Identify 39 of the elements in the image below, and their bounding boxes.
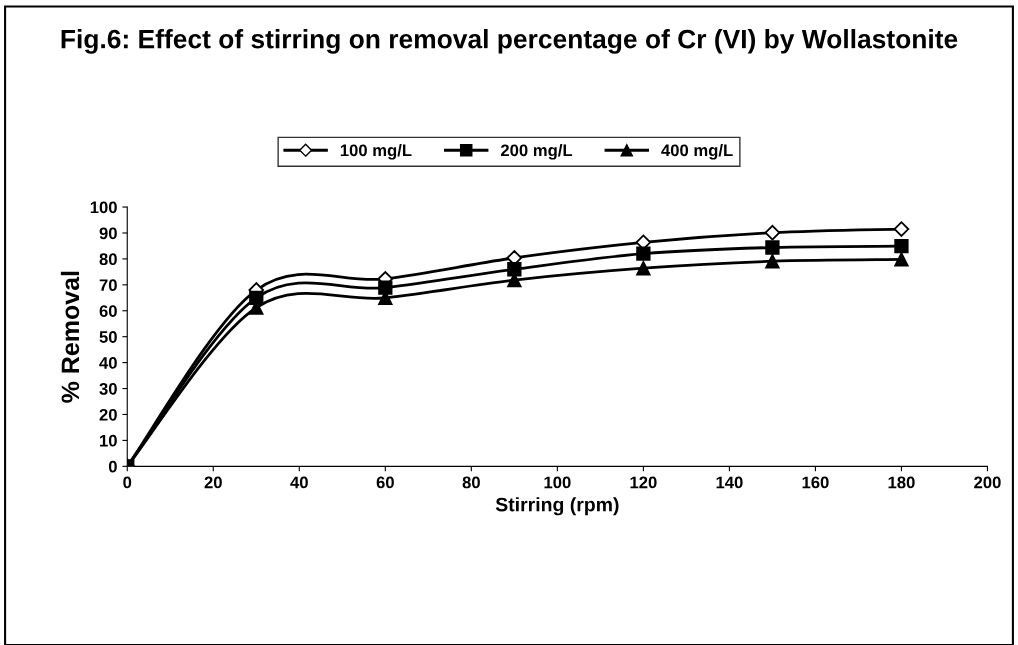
- point: [249, 290, 264, 305]
- point: [764, 224, 781, 241]
- point: [893, 221, 910, 237]
- x-tick-label: 60: [376, 476, 394, 489]
- y-tick-label: 20: [99, 408, 117, 421]
- point: [894, 252, 909, 267]
- x-tick-label: 80: [462, 476, 480, 489]
- point: [636, 261, 651, 276]
- x-tick-label: 180: [888, 476, 915, 489]
- legend-label: 100 mg/L: [340, 144, 412, 160]
- point: [894, 239, 909, 254]
- x-tick-label: 140: [716, 476, 743, 489]
- y-tick-label: 50: [99, 331, 117, 343]
- y-tick-label: 80: [99, 253, 117, 266]
- y-tick-label: 60: [99, 305, 117, 317]
- legend-label: 200 mg/L: [500, 144, 573, 160]
- x-tick-label: 20: [204, 476, 222, 489]
- x-tick-label: 100: [544, 476, 571, 489]
- y-tick-label: 40: [99, 357, 117, 369]
- y-tick-label: 0: [108, 460, 117, 473]
- x-axis-title: Stirring (rpm): [495, 497, 619, 516]
- legend-label: 400 mg/L: [661, 144, 733, 160]
- y-tick-label: 90: [99, 227, 117, 240]
- point: [765, 240, 780, 255]
- y-tick-label: 30: [99, 382, 117, 395]
- x-tick-label: 160: [802, 476, 829, 489]
- y-tick-label: 100: [90, 201, 117, 214]
- x-tick-label: 120: [630, 476, 657, 489]
- y-tick-label: 10: [100, 434, 117, 447]
- y-tick-label: 70: [99, 279, 117, 292]
- y-axis-title: % Removal: [60, 271, 80, 403]
- point: [636, 246, 651, 261]
- chart-title: Fig.6: Effect of stirring on removal percentage of Cr (VI) by Wollastonite: [61, 29, 958, 54]
- x-tick-label: 40: [290, 476, 308, 489]
- point: [765, 254, 780, 269]
- point: [507, 262, 522, 277]
- x-tick-label: 200: [974, 476, 1001, 489]
- point: [378, 280, 393, 295]
- x-tick-label: 0: [123, 476, 132, 489]
